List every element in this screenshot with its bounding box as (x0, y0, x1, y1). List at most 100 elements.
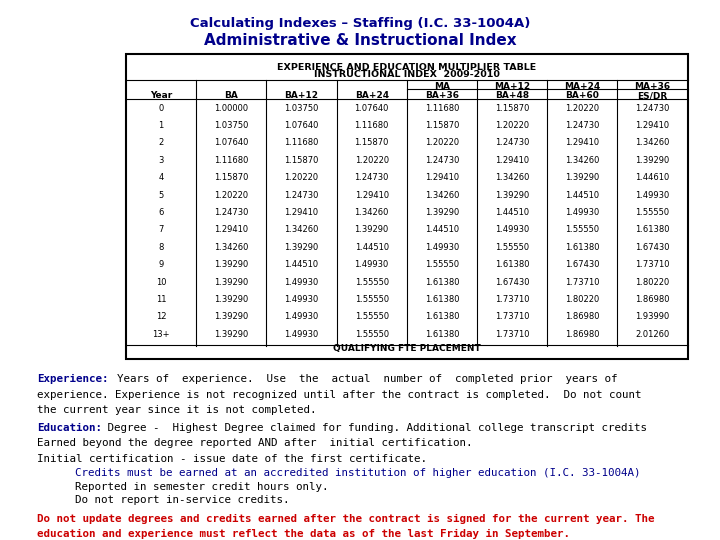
Text: 1.29410: 1.29410 (355, 191, 389, 200)
Text: Year: Year (150, 91, 172, 100)
Text: 1.15870: 1.15870 (214, 173, 248, 182)
Text: 1.03750: 1.03750 (214, 121, 248, 130)
Text: QUALIFYING FTE PLACEMENT: QUALIFYING FTE PLACEMENT (333, 343, 481, 353)
Text: 1.39290: 1.39290 (214, 295, 248, 304)
Text: experience. Experience is not recognized until after the contract is completed. : experience. Experience is not recognized… (37, 390, 642, 400)
Text: 9: 9 (158, 260, 163, 269)
Text: 1.61380: 1.61380 (565, 242, 600, 252)
Text: 1.55550: 1.55550 (355, 312, 389, 321)
Text: 1.44510: 1.44510 (355, 242, 389, 252)
Text: 7: 7 (158, 225, 163, 234)
Text: 1.61380: 1.61380 (495, 260, 529, 269)
Text: 1.34260: 1.34260 (284, 225, 319, 234)
Text: EXPERIENCE AND EDUCATION MULTIPLIER TABLE: EXPERIENCE AND EDUCATION MULTIPLIER TABL… (277, 63, 536, 72)
Text: 1.49930: 1.49930 (425, 242, 459, 252)
Text: 1.73710: 1.73710 (565, 278, 600, 287)
Text: 1.73710: 1.73710 (495, 295, 529, 304)
Text: 1.07640: 1.07640 (354, 104, 389, 112)
Text: Degree -  Highest Degree claimed for funding. Additional college transcript cred: Degree - Highest Degree claimed for fund… (101, 423, 647, 434)
Text: 12: 12 (156, 312, 166, 321)
Text: 1.39290: 1.39290 (214, 260, 248, 269)
Text: 1.61380: 1.61380 (425, 278, 459, 287)
Text: 6: 6 (158, 208, 163, 217)
Text: 1.29410: 1.29410 (495, 156, 529, 165)
Text: Earned beyond the degree reported AND after  initial certification.: Earned beyond the degree reported AND af… (37, 438, 473, 449)
Text: 1.29410: 1.29410 (284, 208, 318, 217)
Text: BA+60: BA+60 (565, 91, 599, 100)
Text: ES/DR: ES/DR (637, 91, 667, 100)
Text: Do not report in-service credits.: Do not report in-service credits. (75, 495, 289, 505)
Text: 10: 10 (156, 278, 166, 287)
Text: 2: 2 (158, 138, 163, 147)
Text: 1.67430: 1.67430 (565, 260, 600, 269)
Text: 1.86980: 1.86980 (635, 295, 670, 304)
Text: 1.44510: 1.44510 (495, 208, 529, 217)
Text: 4: 4 (158, 173, 163, 182)
Text: 1.39290: 1.39290 (495, 191, 529, 200)
Text: Experience:: Experience: (37, 374, 109, 384)
Text: 1.20220: 1.20220 (565, 104, 599, 112)
Text: 1.29410: 1.29410 (425, 173, 459, 182)
Text: 1.24730: 1.24730 (565, 121, 600, 130)
Text: 1.55550: 1.55550 (355, 330, 389, 339)
Text: 1.15870: 1.15870 (495, 104, 529, 112)
Text: MA+24: MA+24 (564, 82, 600, 91)
Text: 1.29410: 1.29410 (636, 121, 670, 130)
Text: 1.61380: 1.61380 (425, 295, 459, 304)
Text: 1.15870: 1.15870 (284, 156, 319, 165)
Text: 1.24730: 1.24730 (284, 191, 319, 200)
Text: 13+: 13+ (153, 330, 170, 339)
Text: 1.86980: 1.86980 (565, 330, 600, 339)
Text: education and experience must reflect the data as of the last Friday in Septembe: education and experience must reflect th… (37, 529, 570, 539)
Text: MA: MA (434, 82, 450, 91)
Text: Years of  experience.  Use  the  actual  number of  completed prior  years of: Years of experience. Use the actual numb… (104, 374, 617, 384)
Text: 1.49930: 1.49930 (284, 312, 319, 321)
Text: 1.29410: 1.29410 (565, 138, 599, 147)
Text: INSTRUCTIONAL INDEX  2009-2010: INSTRUCTIONAL INDEX 2009-2010 (314, 70, 500, 79)
Text: 1.11680: 1.11680 (354, 121, 389, 130)
Text: 0: 0 (158, 104, 163, 112)
Text: 1.86980: 1.86980 (565, 312, 600, 321)
Text: 1.07640: 1.07640 (284, 121, 319, 130)
Text: MA+12: MA+12 (494, 82, 530, 91)
Text: 1.39290: 1.39290 (214, 278, 248, 287)
Text: 1.34260: 1.34260 (425, 191, 459, 200)
Text: 11: 11 (156, 295, 166, 304)
Text: BA: BA (225, 91, 238, 100)
Text: 1.39290: 1.39290 (284, 242, 319, 252)
Text: 1.20220: 1.20220 (425, 138, 459, 147)
Text: 1.34260: 1.34260 (635, 138, 670, 147)
Text: BA+36: BA+36 (425, 91, 459, 100)
Text: 1.93990: 1.93990 (635, 312, 670, 321)
Text: 1.67430: 1.67430 (635, 242, 670, 252)
Text: Calculating Indexes – Staffing (I.C. 33-1004A): Calculating Indexes – Staffing (I.C. 33-… (190, 17, 530, 30)
Text: 1.73710: 1.73710 (635, 260, 670, 269)
Text: 1.11680: 1.11680 (214, 156, 248, 165)
Text: 1.24730: 1.24730 (354, 173, 389, 182)
Text: 1.49930: 1.49930 (284, 278, 319, 287)
Text: BA+48: BA+48 (495, 91, 529, 100)
Text: 1.11680: 1.11680 (284, 138, 319, 147)
Text: the current year since it is not completed.: the current year since it is not complet… (37, 405, 317, 415)
Text: 1.44510: 1.44510 (284, 260, 318, 269)
Text: 1.39290: 1.39290 (425, 208, 459, 217)
Text: 1.49930: 1.49930 (565, 208, 600, 217)
Text: 1.15870: 1.15870 (425, 121, 459, 130)
Text: 8: 8 (158, 242, 163, 252)
Text: BA+12: BA+12 (284, 91, 318, 100)
Text: 1.44510: 1.44510 (565, 191, 599, 200)
Text: 1.20220: 1.20220 (215, 191, 248, 200)
Text: Do not update degrees and credits earned after the contract is signed for the cu: Do not update degrees and credits earned… (37, 514, 655, 524)
Text: 1.07640: 1.07640 (214, 138, 248, 147)
Text: 1.80220: 1.80220 (635, 278, 670, 287)
Text: Initial certification - issue date of the first certificate.: Initial certification - issue date of th… (37, 454, 428, 464)
Text: 1.24730: 1.24730 (495, 138, 529, 147)
Text: 1.55550: 1.55550 (425, 260, 459, 269)
Text: 1.55550: 1.55550 (495, 242, 529, 252)
Text: 1.73710: 1.73710 (495, 330, 529, 339)
Text: 1.03750: 1.03750 (284, 104, 319, 112)
Text: 1.55550: 1.55550 (355, 278, 389, 287)
Text: 1.20220: 1.20220 (495, 121, 529, 130)
Text: BA+24: BA+24 (355, 91, 389, 100)
Text: MA+36: MA+36 (634, 82, 670, 91)
